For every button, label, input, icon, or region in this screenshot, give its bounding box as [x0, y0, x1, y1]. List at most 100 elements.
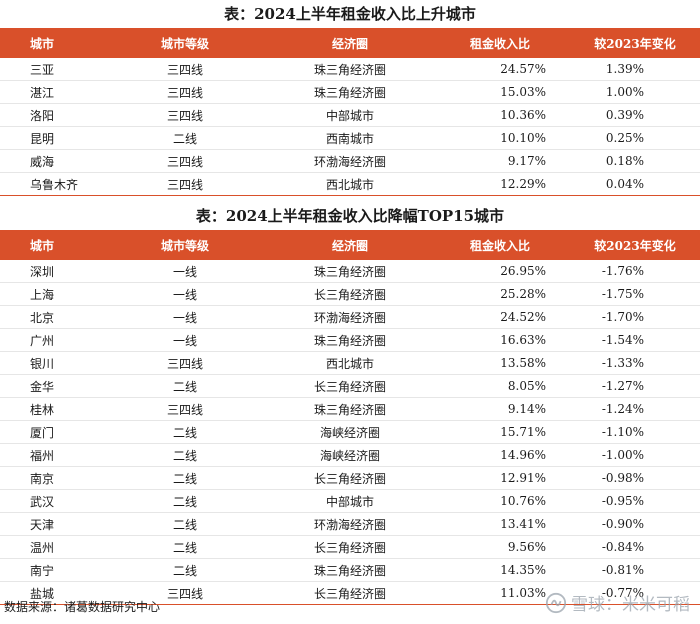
cell-economic-zone: 长三角经济圈 — [270, 374, 430, 398]
table-row: 武汉 二线 中部城市 10.76% -0.95% — [0, 489, 700, 513]
cell-change-vs-2023: -0.84% — [570, 535, 700, 559]
table2-title: 表：2024上半年租金收入比降幅TOP15城市 — [195, 207, 505, 225]
cell-rent-income-ratio: 14.96% — [430, 443, 570, 467]
cell-city-tier: 三四线 — [100, 581, 270, 605]
cell-city: 盐城 — [0, 581, 100, 605]
watermark: 雪球：米米可稻 — [545, 590, 690, 615]
table-row: 金华 二线 长三角经济圈 8.05% -1.27% — [0, 374, 700, 398]
cell-city: 南京 — [0, 466, 100, 490]
cell-economic-zone: 环渤海经济圈 — [270, 149, 430, 173]
cell-city-tier: 一线 — [100, 260, 270, 283]
rising-rent-ratio-table: 城市 城市等级 经济圈 租金收入比 较2023年变化 三亚 三四线 珠三角经济圈 24… — [0, 28, 700, 196]
cell-city-tier: 二线 — [100, 466, 270, 490]
header-economic-zone: 经济圈 — [331, 36, 368, 51]
cell-city-tier: 三四线 — [100, 103, 270, 127]
table-row: 上海 一线 长三角经济圈 25.28% -1.75% — [0, 282, 700, 306]
table-row: 厦门 二线 海峡经济圈 15.71% -1.10% — [0, 420, 700, 444]
cell-economic-zone: 珠三角经济圈 — [270, 328, 430, 352]
cell-economic-zone: 西南城市 — [270, 126, 430, 150]
cell-rent-income-ratio: 12.29% — [430, 172, 570, 196]
cell-rent-income-ratio: 11.03% — [430, 581, 570, 605]
cell-city-tier: 三四线 — [100, 351, 270, 375]
cell-economic-zone: 长三角经济圈 — [270, 581, 430, 605]
cell-rent-income-ratio: 10.76% — [430, 489, 570, 513]
cell-rent-income-ratio: 14.35% — [430, 558, 570, 582]
table-row: 湛江 三四线 珠三角经济圈 15.03% 1.00% — [0, 80, 700, 104]
header-rent-income-ratio: 租金收入比 — [469, 36, 530, 51]
cell-change-vs-2023: 1.00% — [570, 80, 700, 104]
cell-city: 南宁 — [0, 558, 100, 582]
header-city-tier: 城市等级 — [160, 36, 209, 51]
header-city-tier: 城市等级 — [160, 238, 209, 253]
cell-rent-income-ratio: 10.10% — [430, 126, 570, 150]
cell-economic-zone: 海峡经济圈 — [270, 443, 430, 467]
cell-city: 天津 — [0, 512, 100, 536]
cell-city: 厦门 — [0, 420, 100, 444]
cell-economic-zone: 西北城市 — [270, 351, 430, 375]
table-row: 三亚 三四线 珠三角经济圈 24.57% 1.39% — [0, 58, 700, 81]
cell-economic-zone: 珠三角经济圈 — [270, 260, 430, 283]
cell-rent-income-ratio: 15.03% — [430, 80, 570, 104]
cell-city-tier: 三四线 — [100, 149, 270, 173]
cell-rent-income-ratio: 13.58% — [430, 351, 570, 375]
cell-change-vs-2023: -0.98% — [570, 466, 700, 490]
table-row: 盐城 三四线 长三角经济圈 11.03% -0.77% — [0, 581, 700, 605]
table-row: 南京 二线 长三角经济圈 12.91% -0.98% — [0, 466, 700, 490]
cell-city: 金华 — [0, 374, 100, 398]
cell-city-tier: 一线 — [100, 328, 270, 352]
cell-city: 昆明 — [0, 126, 100, 150]
table-header-row: 城市 城市等级 经济圈 租金收入比 较2023年变化 — [0, 230, 700, 260]
cell-city-tier: 二线 — [100, 558, 270, 582]
cell-change-vs-2023: -1.10% — [570, 420, 700, 444]
cell-rent-income-ratio: 8.05% — [430, 374, 570, 398]
cell-city-tier: 一线 — [100, 282, 270, 306]
cell-economic-zone: 长三角经济圈 — [270, 282, 430, 306]
cell-city: 湛江 — [0, 80, 100, 104]
cell-city-tier: 二线 — [100, 535, 270, 559]
table-row: 乌鲁木齐 三四线 西北城市 12.29% 0.04% — [0, 172, 700, 196]
table1-title: 表：2024上半年租金收入比上升城市 — [224, 5, 476, 23]
table-row: 温州 二线 长三角经济圈 9.56% -0.84% — [0, 535, 700, 559]
table-header-row: 城市 城市等级 经济圈 租金收入比 较2023年变化 — [0, 28, 700, 58]
cell-city-tier: 三四线 — [100, 172, 270, 196]
cell-rent-income-ratio: 25.28% — [430, 282, 570, 306]
cell-city-tier: 二线 — [100, 126, 270, 150]
cell-economic-zone: 珠三角经济圈 — [270, 558, 430, 582]
cell-city: 上海 — [0, 282, 100, 306]
cell-change-vs-2023: -1.33% — [570, 351, 700, 375]
table-row: 北京 一线 环渤海经济圈 24.52% -1.70% — [0, 305, 700, 329]
xueqiu-logo-icon — [545, 592, 567, 613]
cell-economic-zone: 长三角经济圈 — [270, 535, 430, 559]
header-economic-zone: 经济圈 — [331, 238, 368, 253]
cell-city-tier: 二线 — [100, 420, 270, 444]
header-city: 城市 — [30, 238, 55, 253]
cell-city-tier: 二线 — [100, 489, 270, 513]
cell-rent-income-ratio: 15.71% — [430, 420, 570, 444]
cell-change-vs-2023: -1.70% — [570, 305, 700, 329]
cell-city: 温州 — [0, 535, 100, 559]
table-row: 福州 二线 海峡经济圈 14.96% -1.00% — [0, 443, 700, 467]
cell-city-tier: 三四线 — [100, 397, 270, 421]
cell-economic-zone: 珠三角经济圈 — [270, 58, 430, 81]
cell-change-vs-2023: -1.75% — [570, 282, 700, 306]
header-rent-income-ratio: 租金收入比 — [469, 238, 530, 253]
falling-rent-ratio-table: 城市 城市等级 经济圈 租金收入比 较2023年变化 深圳 一线 珠三角经济圈 26.… — [0, 230, 700, 605]
cell-change-vs-2023: -1.76% — [570, 260, 700, 283]
cell-rent-income-ratio: 9.17% — [430, 149, 570, 173]
cell-change-vs-2023: 0.39% — [570, 103, 700, 127]
cell-city-tier: 三四线 — [100, 58, 270, 81]
cell-city: 威海 — [0, 149, 100, 173]
cell-city: 广州 — [0, 328, 100, 352]
cell-rent-income-ratio: 10.36% — [430, 103, 570, 127]
watermark-text: 雪球：米米可稻 — [571, 595, 690, 615]
header-change-vs-2023: 较2023年变化 — [594, 36, 676, 51]
cell-city: 福州 — [0, 443, 100, 467]
cell-change-vs-2023: -0.90% — [570, 512, 700, 536]
cell-rent-income-ratio: 12.91% — [430, 466, 570, 490]
cell-rent-income-ratio: 24.57% — [430, 58, 570, 81]
cell-economic-zone: 西北城市 — [270, 172, 430, 196]
cell-city: 银川 — [0, 351, 100, 375]
table-row: 银川 三四线 西北城市 13.58% -1.33% — [0, 351, 700, 375]
cell-city-tier: 三四线 — [100, 80, 270, 104]
cell-economic-zone: 中部城市 — [270, 489, 430, 513]
